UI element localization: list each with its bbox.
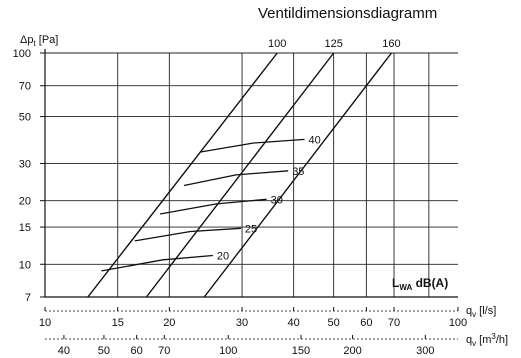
valve-line-100: [87, 52, 278, 298]
y-tick-label: 30: [19, 158, 31, 170]
chart-title: Ventildimensionsdiagramm: [258, 5, 438, 22]
sound-label-25: 25: [245, 223, 257, 235]
valve-label-100: 100: [268, 38, 286, 50]
y-tick-label: 7: [25, 292, 31, 304]
m3h-tick-label: 200: [343, 345, 361, 357]
ls-tick-label: 60: [360, 317, 372, 329]
ls-tick-label: 40: [288, 317, 300, 329]
m3h-tick-label: 40: [58, 345, 70, 357]
y-axis-label: Δpt [Pa]: [20, 34, 58, 48]
valve-line-160: [203, 52, 393, 298]
m3h-tick-label: 100: [219, 345, 237, 357]
ls-tick-label: 20: [163, 317, 175, 329]
sound-line-30: [159, 198, 267, 215]
y-tick-label: 15: [19, 222, 31, 234]
m3h-axis-label: qv [m3/h]: [466, 332, 508, 348]
ls-tick-label: 50: [328, 317, 340, 329]
m3h-tick-label: 70: [158, 345, 170, 357]
m3h-tick-label: 50: [98, 345, 110, 357]
sound-line-20: [101, 254, 213, 272]
y-tick-label: 20: [19, 196, 31, 208]
sound-label-20: 20: [217, 251, 229, 263]
ls-tick-label: 100: [449, 317, 467, 329]
ls-tick-label: 30: [236, 317, 248, 329]
sound-label-30: 30: [271, 194, 283, 206]
ls-axis-label: qv [l/s]: [466, 305, 496, 319]
y-tick-label: 100: [13, 48, 31, 60]
sound-line-35: [183, 170, 289, 187]
m3h-tick-label: 300: [416, 345, 434, 357]
valve-label-125: 125: [324, 38, 342, 50]
sound-label-35: 35: [292, 166, 304, 178]
ls-tick-label: 10: [39, 317, 51, 329]
sound-label-40: 40: [309, 134, 321, 146]
y-tick-label: 10: [19, 259, 31, 271]
sound-line-40: [200, 138, 305, 153]
y-tick-label: 50: [19, 112, 31, 124]
sound-line-25: [134, 227, 241, 242]
y-tick-label: 70: [19, 81, 31, 93]
valve-label-160: 160: [382, 38, 400, 50]
ls-tick-label: 70: [388, 317, 400, 329]
ls-tick-label: 15: [112, 317, 124, 329]
m3h-tick-label: 150: [292, 345, 310, 357]
legend-label: LWA dB(A): [392, 276, 448, 292]
m3h-tick-label: 60: [130, 345, 142, 357]
